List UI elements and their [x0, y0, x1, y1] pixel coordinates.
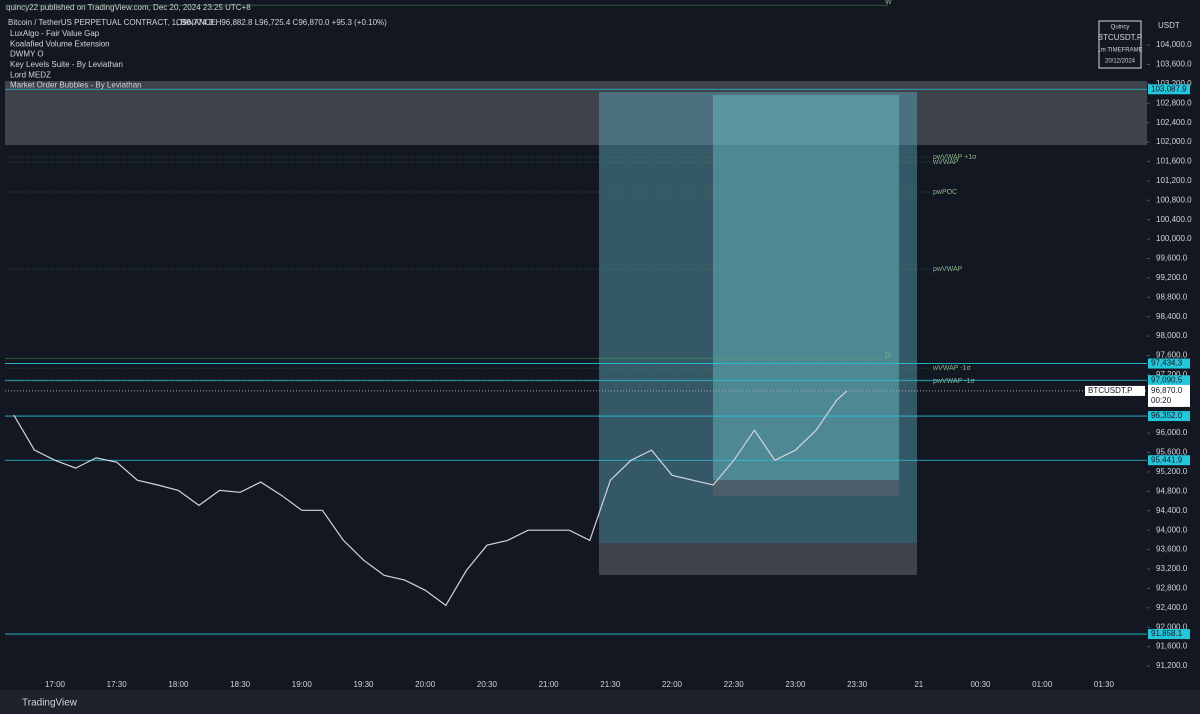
price-line [13, 390, 848, 607]
y-tick-label: 98,000.0 [1156, 331, 1188, 340]
x-tick-label: 21:00 [539, 680, 560, 689]
x-tick-label: 23:30 [847, 680, 868, 689]
annotation-label: pwPOC [933, 189, 957, 196]
level-tag [1148, 629, 1190, 640]
publisher: quincy22 published on TradingView.com, D… [6, 3, 251, 12]
y-tick-label: 95,200.0 [1156, 467, 1188, 476]
level-tag [1148, 411, 1190, 422]
watermark: 1m TIMEFRAME [1097, 48, 1142, 54]
y-tick-label: 92,000.0 [1156, 622, 1188, 631]
y-tick-label: 96,000.0 [1156, 428, 1188, 437]
ohlc: O96,774.8 H96,882.8 L96,725.4 C96,870.0 … [176, 18, 387, 27]
position-profit [599, 92, 917, 543]
x-tick-label: 01:30 [1094, 680, 1115, 689]
currency: USDT [1158, 21, 1180, 30]
x-tick-label: 17:30 [107, 680, 128, 689]
y-tick-label: 101,200.0 [1156, 176, 1192, 185]
watermark: 20/12/2024 [1105, 59, 1136, 65]
x-tick-label: 22:00 [662, 680, 683, 689]
symbol: Bitcoin / TetherUS PERPETUAL CONTRACT, 1… [8, 18, 216, 27]
x-tick-label: 20:30 [477, 680, 498, 689]
y-tick-label: 91,600.0 [1156, 642, 1188, 651]
level-tag [1148, 84, 1190, 95]
position-profit-2 [713, 95, 899, 480]
x-tick-label: 00:30 [970, 680, 991, 689]
y-tick-label: 94,000.0 [1156, 525, 1188, 534]
annotation-label: pwVWAP [933, 266, 963, 273]
annotation-label: pwVWAP +1σ [933, 154, 977, 161]
y-tick-label: 91,200.0 [1156, 661, 1188, 670]
x-tick-label: 22:30 [724, 680, 745, 689]
level-tag [1148, 358, 1190, 369]
x-tick-label: 21 [914, 680, 923, 689]
annotation-label: pwVWAP -1σ [933, 378, 975, 385]
y-tick-label: 103,200.0 [1156, 79, 1192, 88]
y-tick-label: 93,200.0 [1156, 564, 1188, 573]
y-tick-label: 100,400.0 [1156, 215, 1192, 224]
y-tick-label: 103,600.0 [1156, 60, 1192, 69]
y-tick-label: 92,800.0 [1156, 583, 1188, 592]
annotation-label: W [885, 0, 892, 6]
annotation-label: wVWAP -1σ [932, 365, 971, 372]
x-tick-label: 20:00 [415, 680, 436, 689]
y-tick-label: 102,800.0 [1156, 98, 1192, 107]
supply-zone [5, 81, 1147, 145]
watermark: Quincy [1111, 25, 1130, 31]
y-tick-label: 94,800.0 [1156, 486, 1188, 495]
indicator-name: Koalafied Volume Extension [10, 39, 110, 48]
level-label: 95,441.9 [1151, 455, 1183, 464]
x-tick-label: 19:00 [292, 680, 313, 689]
position-loss [599, 543, 917, 575]
y-tick-label: 101,600.0 [1156, 157, 1192, 166]
level-label: 96,352.0 [1151, 411, 1183, 420]
x-tick-label: 18:30 [230, 680, 251, 689]
x-tick-label: 21:30 [600, 680, 621, 689]
footer-brand: TradingView [22, 698, 78, 709]
level-tag [1148, 375, 1190, 386]
x-tick-label: 18:00 [168, 680, 189, 689]
y-tick-label: 99,200.0 [1156, 273, 1188, 282]
y-tick-label: 98,400.0 [1156, 312, 1188, 321]
annotation-label: D [885, 352, 890, 359]
x-tick-label: 01:00 [1032, 680, 1053, 689]
indicator-name: Lord MEDZ [10, 70, 51, 79]
y-tick-label: 97,200.0 [1156, 370, 1188, 379]
price-axis [1147, 0, 1200, 690]
y-tick-label: 95,600.0 [1156, 448, 1188, 457]
indicator-name: DWMY O [10, 50, 44, 59]
watermark: BTCUSDT.P [1098, 33, 1142, 42]
level-label: 97,090.5 [1151, 375, 1183, 384]
y-tick-label: 99,600.0 [1156, 254, 1188, 263]
current-price-label: 96,870.0 [1151, 386, 1183, 395]
y-tick-label: 98,800.0 [1156, 292, 1188, 301]
y-tick-label: 92,400.0 [1156, 603, 1188, 612]
level-label: 91,858.1 [1151, 629, 1183, 638]
level-label: 97,434.3 [1151, 359, 1183, 368]
y-tick-label: 93,600.0 [1156, 545, 1188, 554]
y-tick-label: 94,400.0 [1156, 506, 1188, 515]
x-tick-label: 19:30 [353, 680, 374, 689]
y-tick-label: 102,000.0 [1156, 137, 1192, 146]
symbol-tag-bg [1085, 385, 1145, 396]
level-label: 103,087.9 [1151, 84, 1187, 93]
countdown: 00:20 [1151, 396, 1172, 405]
x-tick-label: 23:00 [785, 680, 806, 689]
indicator-name: LuxAlgo - Fair Value Gap [10, 29, 100, 38]
y-tick-label: 97,600.0 [1156, 351, 1188, 360]
x-tick-label: 17:00 [45, 680, 66, 689]
current-price-tag [1148, 384, 1190, 407]
y-tick-label: 100,800.0 [1156, 195, 1192, 204]
indicator-name: Key Levels Suite - By Leviathan [10, 60, 123, 69]
footer-bar [0, 690, 1200, 714]
level-tag [1148, 455, 1190, 466]
indicator-name: Market Order Bubbles - By Leviathan [10, 81, 142, 90]
position-loss-2 [713, 480, 899, 496]
symbol-tag: BTCUSDT.P [1088, 386, 1132, 395]
y-tick-label: 100,000.0 [1156, 234, 1192, 243]
annotation-label: wVWAP [932, 159, 959, 166]
watermark-box [1098, 20, 1142, 69]
y-tick-label: 104,000.0 [1156, 40, 1192, 49]
y-tick-label: 102,400.0 [1156, 118, 1192, 127]
